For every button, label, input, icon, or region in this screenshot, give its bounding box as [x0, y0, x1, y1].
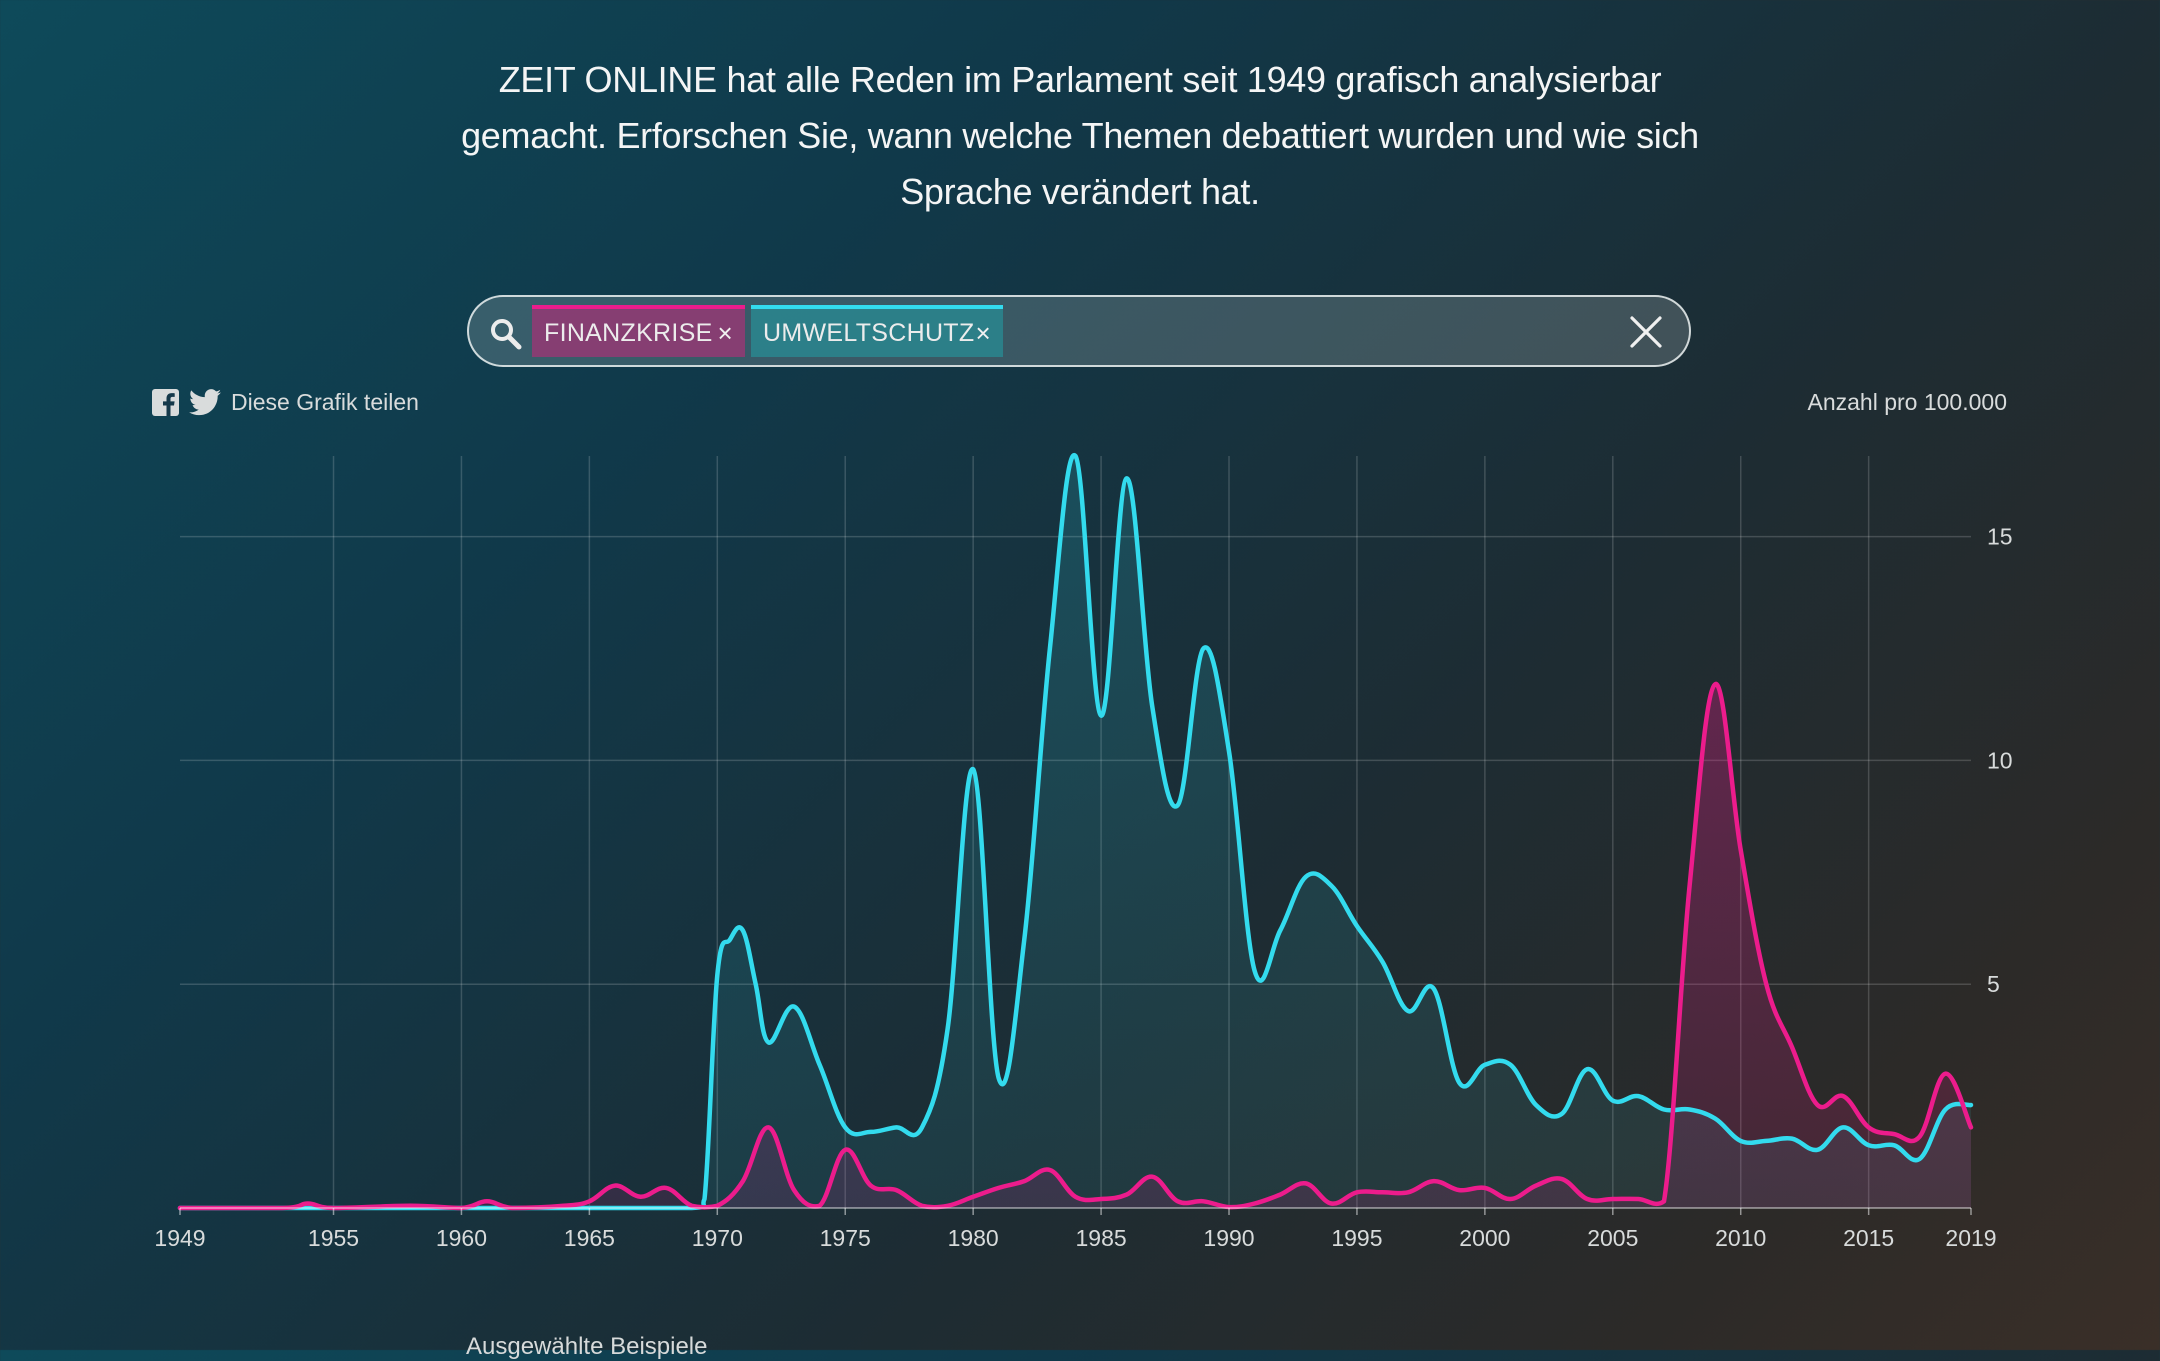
- tag-label: FINANZKRISE: [544, 318, 713, 347]
- x-tick-label: 1975: [820, 1225, 871, 1251]
- search-icon: [491, 319, 522, 350]
- x-tick-label: 2005: [1587, 1225, 1638, 1251]
- x-tick-label: 1980: [948, 1225, 999, 1251]
- x-tick-label: 2015: [1843, 1225, 1894, 1251]
- twitter-icon[interactable]: [189, 388, 221, 416]
- share-bar: Diese Grafik teilen: [152, 384, 419, 420]
- x-tick-label: 1995: [1331, 1225, 1382, 1251]
- tag-remove-icon[interactable]: ×: [717, 318, 733, 348]
- clear-search-icon[interactable]: [1627, 313, 1665, 351]
- intro-text: ZEIT ONLINE hat alle Reden im Parlament …: [461, 59, 1699, 212]
- search-tag-umweltschutz[interactable]: UMWELTSCHUTZ ×: [751, 305, 1003, 357]
- series-line-finanzkrise[interactable]: [177, 682, 1974, 1211]
- y-tick-label: 5: [1987, 971, 2000, 997]
- x-tick-label: 1965: [564, 1225, 615, 1251]
- x-tick-label: 2000: [1459, 1225, 1510, 1251]
- search-bar[interactable]: FINANZKRISE × UMWELTSCHUTZ ×: [467, 295, 1691, 367]
- x-tick-label: 1990: [1203, 1225, 1254, 1251]
- examples-heading: Ausgewählte Beispiele: [466, 1333, 708, 1360]
- tag-label: UMWELTSCHUTZ: [763, 318, 975, 347]
- x-tick-label: 1970: [692, 1225, 743, 1251]
- facebook-icon[interactable]: [152, 388, 179, 416]
- series-area-finanzkrise: [180, 684, 1971, 1208]
- y-tick-label: 15: [1987, 524, 2013, 550]
- x-tick-label: 1955: [308, 1225, 359, 1251]
- tag-remove-icon[interactable]: ×: [975, 318, 991, 348]
- y-axis-unit-label: Anzahl pro 100.000: [1807, 389, 2008, 415]
- x-tick-label: 2010: [1715, 1225, 1766, 1251]
- share-label[interactable]: Diese Grafik teilen: [231, 388, 419, 415]
- x-tick-label: 1960: [436, 1225, 487, 1251]
- search-tag-finanzkrise[interactable]: FINANZKRISE ×: [532, 305, 745, 357]
- x-tick-label: 1949: [154, 1225, 205, 1251]
- x-tick-label: 2019: [1945, 1225, 1996, 1251]
- x-tick-label: 1985: [1075, 1225, 1126, 1251]
- series-area-umweltschutz: [180, 455, 1971, 1208]
- y-tick-label: 10: [1987, 747, 2013, 773]
